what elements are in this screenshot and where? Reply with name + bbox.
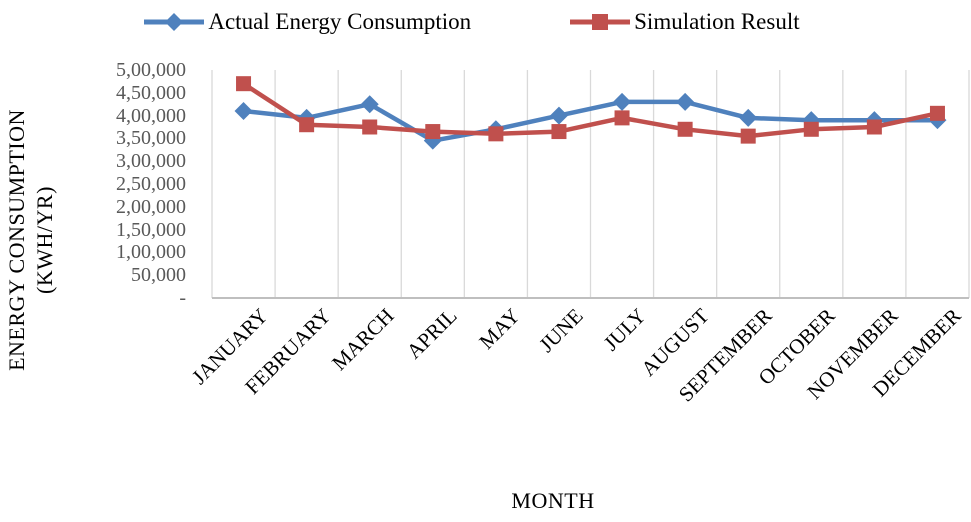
data-point-actual-september [739,108,758,127]
data-point-actual-march [360,95,379,114]
actual-series-marker-icon [143,10,205,34]
data-point-actual-june [549,106,568,125]
y-tick-label: - [179,287,186,309]
y-tick-label: 3,50,000 [116,127,186,150]
y-tick-label: 2,00,000 [116,195,186,218]
y-tick-label: 5,00,000 [116,59,186,81]
simulation-result-line [241,81,940,139]
y-tick-label: 1,50,000 [116,218,186,241]
data-point-simulation-april [425,124,441,140]
data-point-simulation-june [551,124,567,140]
legend-label-actual: Actual Energy Consumption [208,9,472,34]
data-point-simulation-october [803,121,819,137]
y-tick-label: 50,000 [131,264,186,287]
y-tick-label: 1,00,000 [116,241,186,264]
data-point-simulation-february [299,117,315,133]
data-point-simulation-may [488,126,504,142]
y-tick-label: 3,00,000 [116,150,186,173]
legend-label-simulation: Simulation Result [634,9,800,34]
data-point-simulation-august [677,121,693,137]
y-tick-label: 2,50,000 [116,173,186,195]
data-point-simulation-november [866,119,882,135]
legend-item-simulation: Simulation Result [569,9,800,34]
data-point-simulation-december [929,105,945,121]
data-point-simulation-january [236,76,252,92]
chart-legend: Actual Energy Consumption Simulation Res… [0,2,943,42]
x-axis-title: MONTH [511,488,595,513]
data-point-actual-january [234,102,253,121]
y-tick-label: 4,00,000 [116,104,186,127]
simulation-series-marker-icon [569,10,631,34]
data-point-simulation-july [614,110,630,126]
data-point-simulation-march [362,119,378,135]
legend-item-actual: Actual Energy Consumption [143,10,471,34]
actual-energy-line [241,99,940,143]
data-point-actual-july [613,92,632,111]
data-point-actual-august [676,92,695,111]
y-tick-label: 4,50,000 [116,81,186,104]
data-point-simulation-september [740,128,756,144]
